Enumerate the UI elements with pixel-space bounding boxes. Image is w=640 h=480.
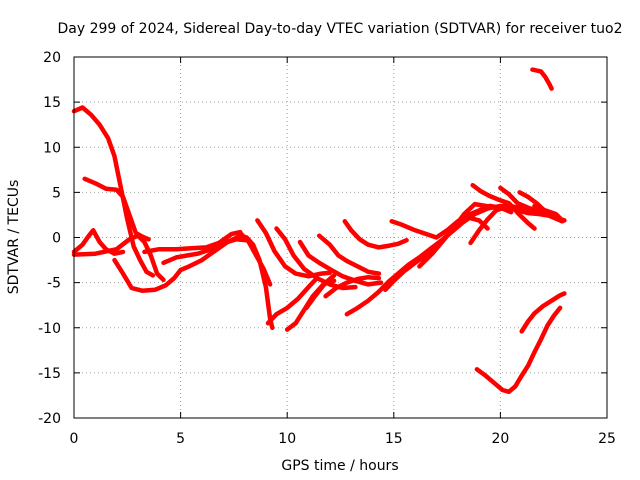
x-tick-label: 20 <box>491 431 509 447</box>
y-tick-label: 15 <box>43 95 61 111</box>
x-tick-label: 0 <box>70 431 79 447</box>
axis-ticks: 0 5 10 15 20 25 -20 -15 -10 -5 0 5 10 15 20 <box>38 50 616 447</box>
y-tick-label: -15 <box>38 366 61 382</box>
series-track-17 <box>342 219 409 250</box>
y-tick-label: 10 <box>43 140 61 156</box>
series-track-4 <box>71 233 166 283</box>
y-tick-label: -5 <box>47 276 61 292</box>
x-tick-label: 10 <box>278 431 296 447</box>
y-tick-label: 0 <box>52 231 61 247</box>
series-track-26 <box>532 203 565 223</box>
x-tick-label: 25 <box>598 431 616 447</box>
series-track-23 <box>470 182 537 231</box>
series-track-13 <box>297 239 384 287</box>
y-tick-label: -10 <box>38 321 61 337</box>
x-tick-label: 15 <box>385 431 403 447</box>
series-track-16 <box>323 274 382 299</box>
series-track-10 <box>265 275 320 326</box>
series-track-20 <box>389 215 490 240</box>
series-track-29 <box>530 67 554 91</box>
series-track-27 <box>474 305 563 395</box>
y-tick-label: 5 <box>52 185 61 201</box>
series-track-6 <box>142 229 243 255</box>
series-track-19 <box>383 203 514 293</box>
x-axis-label: GPS time / hours <box>281 458 398 474</box>
series-track-28 <box>519 291 567 334</box>
series-track-3 <box>71 228 126 256</box>
y-tick-label: 20 <box>43 50 61 66</box>
chart-title: Day 299 of 2024, Sidereal Day-to-day VTE… <box>57 21 622 37</box>
x-tick-label: 5 <box>176 431 185 447</box>
series-track-14 <box>304 273 337 311</box>
series-track-21 <box>417 201 542 269</box>
y-axis-label: SDTVAR / TECUs <box>6 180 22 295</box>
series-track-15 <box>316 233 382 276</box>
data-series <box>71 67 567 395</box>
series-track-1 <box>71 105 156 278</box>
series-track-9 <box>255 218 333 279</box>
y-tick-label: -20 <box>38 411 61 427</box>
series-track-8 <box>238 230 273 287</box>
grid-lines <box>74 57 607 418</box>
series-track-7 <box>161 233 275 331</box>
